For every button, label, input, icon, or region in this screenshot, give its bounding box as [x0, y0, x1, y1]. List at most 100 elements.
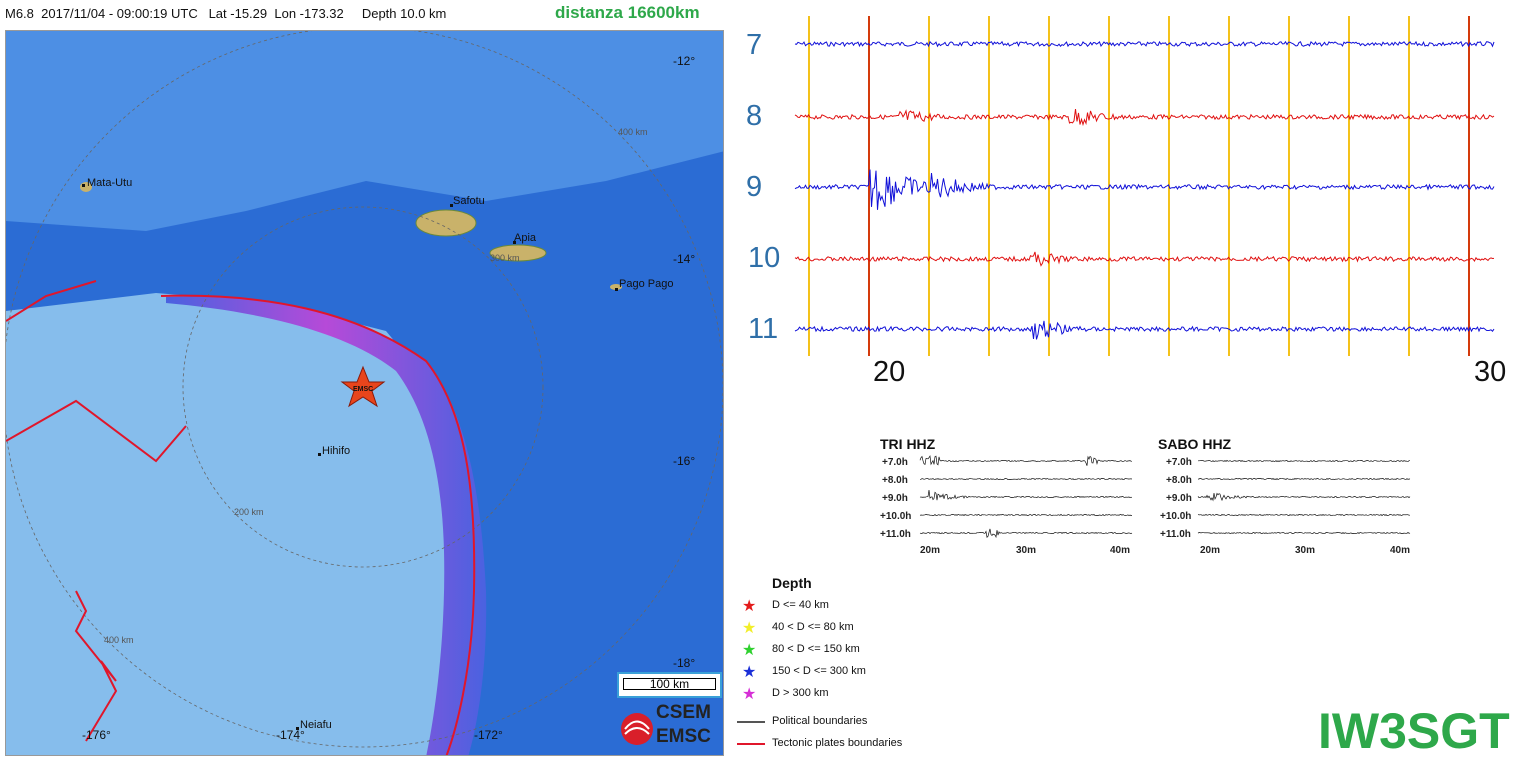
lat-label-14: -14°: [673, 252, 695, 266]
ring-label-400km-ne: 400 km: [618, 127, 648, 137]
event-datetime: 2017/11/04 - 09:00:19 UTC: [41, 6, 198, 21]
place-pago-pago: Pago Pago: [619, 278, 673, 290]
savaii-island: [415, 209, 477, 237]
upolu-island: [489, 244, 547, 262]
hour-label-7: 7: [746, 29, 763, 61]
tectonic-line-icon: [737, 743, 765, 745]
legend-star-icon: ★: [742, 664, 757, 681]
lat-label-16: -16°: [673, 454, 695, 468]
trace-4: [794, 320, 1495, 340]
mini-tri-x-20: 20m: [920, 545, 941, 556]
legend-star-icon: ★: [742, 598, 757, 615]
mini-tri-row-1: +8.0h: [882, 475, 908, 486]
mini-sabo-x-20: 20m: [1200, 545, 1221, 556]
lat-label-12: -12°: [673, 54, 695, 68]
mini-seismograms: [919, 455, 1411, 539]
mini-trace: [1197, 492, 1411, 502]
event-header: M6.8 2017/11/04 - 09:00:19 UTC Lat -15.2…: [5, 6, 446, 21]
seismogram-traces: [794, 16, 1495, 356]
shallow-platform: [6, 293, 461, 755]
mini-sabo-row-4: +11.0h: [1160, 529, 1191, 540]
mini-station-sabo: SABO HHZ: [1158, 436, 1232, 452]
globe-logo-icon: [621, 713, 653, 745]
mini-trace: [919, 455, 1133, 466]
hour-label-8: 8: [746, 100, 763, 132]
mini-tri-row-2: +9.0h: [882, 493, 908, 504]
logo-emsc: EMSC: [656, 726, 711, 747]
legend-label-4: D > 300 km: [772, 687, 829, 699]
legend-label-1: 40 < D <= 80 km: [772, 621, 854, 633]
logo-csem: CSEM: [656, 702, 711, 723]
scale-bar-label: 100 km: [623, 678, 716, 690]
mini-trace: [919, 490, 1133, 501]
marker-pago-pago: [615, 288, 618, 291]
mini-trace: [1197, 477, 1411, 481]
ring-label-200km: 200 km: [234, 507, 264, 517]
trace-2: [794, 169, 1495, 210]
place-safotu: Safotu: [453, 195, 485, 207]
legend-label-0: D <= 40 km: [772, 599, 829, 611]
event-magnitude: M6.8: [5, 6, 34, 21]
mini-sabo-row-1: +8.0h: [1166, 475, 1192, 486]
legend-star-icon: ★: [742, 642, 757, 659]
trace-3: [794, 251, 1495, 267]
mini-trace: [1197, 531, 1411, 535]
hour-label-9: 9: [746, 171, 763, 203]
trace-0: [794, 40, 1495, 48]
lat-label-18: -18°: [673, 656, 695, 670]
epicenter-star: [340, 365, 386, 408]
tick-label-30: 30: [1474, 356, 1507, 388]
legend-label-2: 80 < D <= 150 km: [772, 643, 860, 655]
marker-mata-utu: [82, 184, 85, 187]
marker-apia: [513, 241, 516, 244]
ring-label-400km: 400 km: [104, 635, 134, 645]
mini-sabo-row-0: +7.0h: [1166, 457, 1192, 468]
legend-star-icon: ★: [742, 686, 757, 703]
north-seamounts: [6, 31, 723, 231]
marker-hihifo: [318, 453, 321, 456]
legend-star-icon: ★: [742, 620, 757, 637]
event-lon: Lon -173.32: [274, 6, 344, 21]
mini-trace: [920, 477, 1133, 480]
place-hihifo: Hihifo: [322, 445, 350, 457]
marker-safotu: [450, 204, 453, 207]
place-neiafu: Neiafu: [300, 719, 332, 731]
mini-tri-x-40: 40m: [1110, 545, 1131, 556]
event-depth: Depth 10.0 km: [361, 6, 447, 21]
mini-sabo-x-30: 30m: [1295, 545, 1316, 556]
mini-trace: [919, 528, 1133, 539]
mini-tri-row-3: +10.0h: [880, 511, 912, 522]
hour-label-11: 11: [748, 313, 779, 345]
scale-bar: 100 km: [617, 672, 722, 698]
trace-1: [794, 109, 1495, 127]
event-lat: Lat -15.29: [208, 6, 268, 21]
mini-trace: [1198, 459, 1410, 463]
mini-trace: [919, 513, 1132, 517]
legend-title: Depth: [772, 575, 812, 591]
tick-label-20: 20: [873, 356, 906, 388]
mini-sabo-x-40: 40m: [1390, 545, 1411, 556]
tutuila-island: [610, 284, 622, 290]
mini-tri-row-0: +7.0h: [882, 457, 908, 468]
mini-tri-x-30: 30m: [1016, 545, 1037, 556]
lon-label-176: -176°: [82, 728, 111, 742]
place-apia: Apia: [514, 232, 537, 244]
mini-sabo-row-2: +9.0h: [1166, 493, 1192, 504]
csem-emsc-logo: CSEM EMSC: [620, 700, 722, 756]
plate-boundary-nw: [6, 280, 97, 322]
plate-boundary-sw: [74, 590, 118, 742]
mini-sabo-row-3: +10.0h: [1160, 511, 1192, 522]
marker-neiafu: [296, 727, 299, 730]
mini-station-tri: TRI HHZ: [880, 436, 936, 452]
station-callsign: IW3SGT: [1318, 703, 1510, 759]
tonga-trench: [166, 296, 487, 755]
mini-tri-row-4: +11.0h: [880, 529, 911, 540]
mini-trace: [1197, 513, 1411, 517]
ring-label-300km: 300 km: [490, 253, 520, 263]
legend-label-3: 150 < D <= 300 km: [772, 665, 866, 677]
hour-label-10: 10: [748, 242, 781, 274]
place-mata-utu: Mata-Utu: [87, 177, 132, 189]
lon-label-172: -172°: [474, 728, 503, 742]
epicenter-label: EMSC: [353, 386, 373, 393]
plate-boundary-tonga: [160, 294, 476, 755]
